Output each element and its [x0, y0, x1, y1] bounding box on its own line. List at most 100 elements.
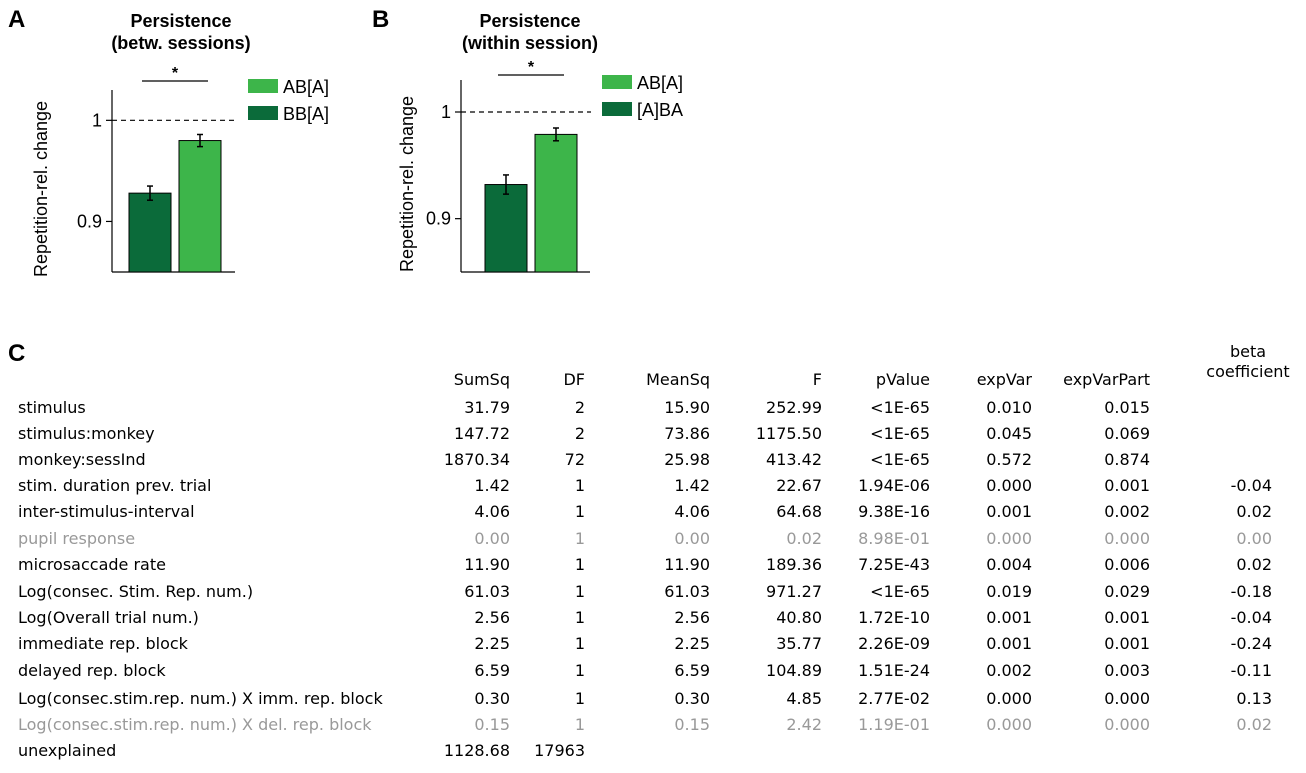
table-row-label: microsaccade rate: [18, 555, 166, 574]
table-cell: 0.00: [474, 529, 510, 548]
panel-letter-a: A: [8, 6, 26, 33]
table-cell: 1.72E-10: [858, 608, 930, 627]
table-header: MeanSq: [646, 370, 710, 389]
table-cell: <1E-65: [870, 450, 930, 469]
table-cell: 0.000: [1104, 689, 1150, 708]
table-cell: 0.15: [474, 715, 510, 734]
table-cell: 0.045: [986, 424, 1032, 443]
table-cell: 2.25: [674, 634, 710, 653]
table-cell: 0.000: [986, 529, 1032, 548]
table-cell: 1.42: [474, 476, 510, 495]
table-cell: 0.02: [1236, 502, 1272, 521]
table-cell: 0.15: [674, 715, 710, 734]
table-cell: 0.02: [1236, 715, 1272, 734]
table-cell: 64.68: [776, 502, 822, 521]
table-cell: 6.59: [674, 661, 710, 680]
table-cell: 0.874: [1104, 450, 1150, 469]
table-cell: 1: [574, 634, 585, 653]
table-row-label: inter-stimulus-interval: [18, 502, 195, 521]
table-cell: 11.90: [664, 555, 710, 574]
table-cell: 1: [574, 608, 585, 627]
chart-a-ytick-label: 0.9: [77, 211, 102, 231]
table-cell: 0.02: [786, 529, 822, 548]
table-header: expVar: [976, 370, 1032, 389]
table-row-label: Log(Overall trial num.): [18, 608, 199, 627]
table-cell: 1.42: [674, 476, 710, 495]
table-cell: 8.98E-01: [858, 529, 930, 548]
table-row-label: stimulus:monkey: [18, 424, 155, 443]
table-cell: 0.000: [1104, 529, 1150, 548]
table-cell: 61.03: [664, 582, 710, 601]
chart-b-significance-star: *: [528, 59, 535, 76]
chart-a-title-line: Persistence: [130, 11, 231, 31]
table-cell: 0.004: [986, 555, 1032, 574]
table-cell: 2.42: [786, 715, 822, 734]
table-cell: 35.77: [776, 634, 822, 653]
table-cell: 40.80: [776, 608, 822, 627]
table-cell: 147.72: [454, 424, 510, 443]
table-cell: 0.000: [1104, 715, 1150, 734]
table-cell: 0.001: [986, 502, 1032, 521]
table-cell: -0.04: [1230, 608, 1272, 627]
table-cell: -0.11: [1230, 661, 1272, 680]
chart-b-ytick-label: 1: [441, 102, 451, 122]
chart-a-ytick-label: 1: [92, 110, 102, 130]
table-cell: 0.02: [1236, 555, 1272, 574]
table-cell: 73.86: [664, 424, 710, 443]
table-cell: 1: [574, 582, 585, 601]
table-cell: <1E-65: [870, 398, 930, 417]
table-cell: -0.04: [1230, 476, 1272, 495]
table-cell: 0.069: [1104, 424, 1150, 443]
table-cell: 0.30: [474, 689, 510, 708]
table-cell: 1870.34: [443, 450, 510, 469]
table-cell: 1: [574, 661, 585, 680]
table-header: pValue: [875, 370, 930, 389]
table-cell: 6.59: [474, 661, 510, 680]
chart-a-bar: [178, 140, 222, 273]
table-cell: 0.13: [1236, 689, 1272, 708]
table-cell: 1: [574, 555, 585, 574]
table-cell: 104.89: [766, 661, 822, 680]
chart-b-ytick-label: 0.9: [426, 209, 451, 229]
table-row-label: stimulus: [18, 398, 86, 417]
table-cell: 4.06: [474, 502, 510, 521]
table-row-label: Log(consec.stim.rep. num.) X del. rep. b…: [18, 715, 372, 734]
chart-b: Persistence(within session) Repetition-re…: [397, 11, 683, 273]
chart-a: Persistence(betw. sessions) Repetition-re…: [31, 11, 329, 277]
table-row-label: Log(consec. Stim. Rep. num.): [18, 582, 254, 601]
table-row-label: Log(consec.stim.rep. num.) X imm. rep. b…: [18, 689, 383, 708]
table-cell: 1128.68: [443, 741, 510, 760]
chart-b-ylabel: Repetition-rel. change: [397, 96, 417, 272]
table-cell: 0.001: [986, 608, 1032, 627]
table-cell: 2: [574, 398, 585, 417]
table-cell: 0.010: [986, 398, 1032, 417]
table-cell: 4.85: [786, 689, 822, 708]
table-cell: <1E-65: [870, 582, 930, 601]
table-cell: 2: [574, 424, 585, 443]
table-cell: 0.015: [1104, 398, 1150, 417]
table-cell: 11.90: [464, 555, 510, 574]
table-cell: 0.572: [986, 450, 1032, 469]
table-cell: <1E-65: [870, 424, 930, 443]
table-cell: 4.06: [674, 502, 710, 521]
table-cell: 0.002: [1104, 502, 1150, 521]
table-cell: 7.25E-43: [858, 555, 930, 574]
table-cell: 1: [574, 715, 585, 734]
table-cell: 0.000: [986, 476, 1032, 495]
table-cell: 0.003: [1104, 661, 1150, 680]
table-cell: 1.19E-01: [858, 715, 930, 734]
table-header: F: [812, 370, 822, 389]
table-cell: 0.001: [986, 634, 1032, 653]
table-row-label: pupil response: [18, 529, 136, 548]
chart-b-legend-swatch: [602, 75, 632, 89]
chart-b-legend-label: AB[A]: [637, 73, 683, 93]
table-cell: 0.019: [986, 582, 1032, 601]
table-header: DF: [563, 370, 585, 389]
table-row-label: stim. duration prev. trial: [18, 476, 212, 495]
table-cell: 2.56: [474, 608, 510, 627]
chart-b-legend-swatch: [602, 102, 632, 116]
table-cell: 22.67: [776, 476, 822, 495]
table-header-beta-coefficient: beta coefficient: [1206, 342, 1290, 381]
table-cell: 0.001: [1104, 634, 1150, 653]
